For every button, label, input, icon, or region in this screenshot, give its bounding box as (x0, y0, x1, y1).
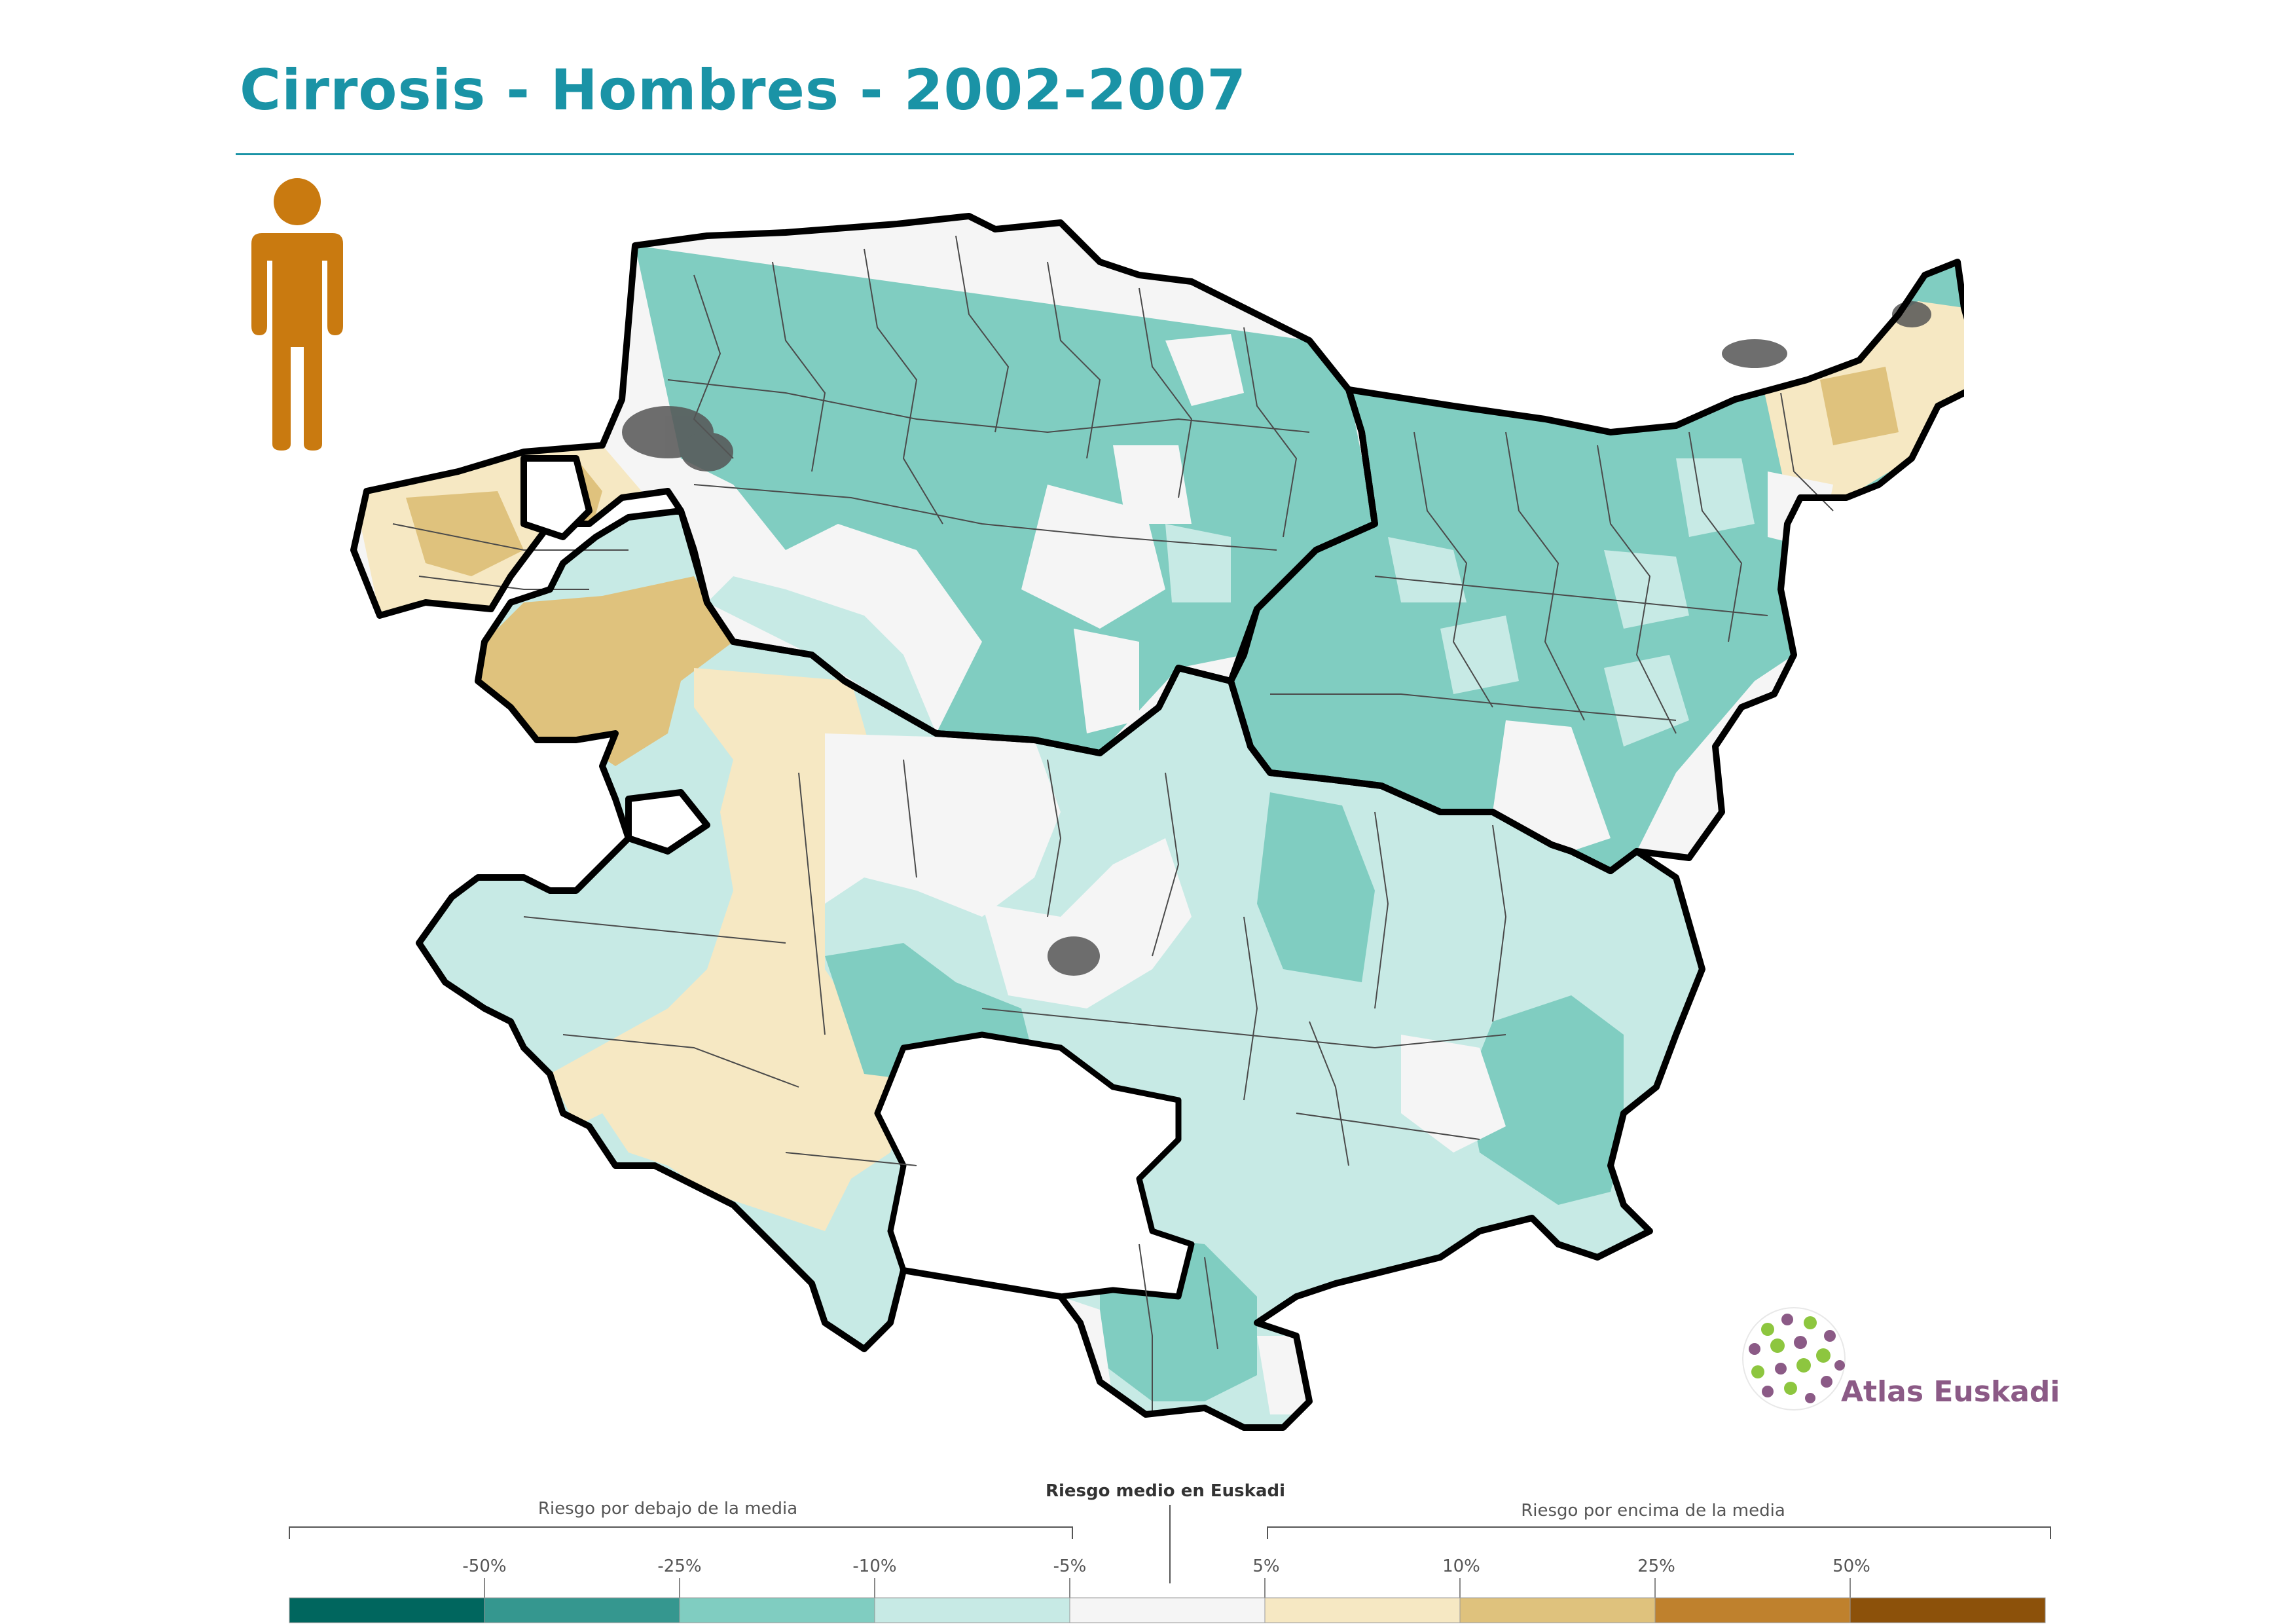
atlas-euskadi-dots-globe-icon (1742, 1307, 1846, 1411)
legend-tick-label-3: -5% (1053, 1557, 1087, 1576)
title-underline (236, 153, 1794, 155)
legend-tick-label-2: -10% (852, 1557, 896, 1576)
legend-swatch-5 (1264, 1597, 1461, 1623)
legend-swatch-1 (484, 1597, 680, 1623)
page-title: Cirrosis - Hombres - 2002-2007 (240, 58, 1247, 123)
legend-tick-label-7: 50% (1832, 1557, 1870, 1576)
legend-swatch-7 (1654, 1597, 1851, 1623)
legend-swatch-8 (1850, 1597, 2046, 1623)
brand-name: Atlas Euskadi (1841, 1375, 2060, 1409)
legend-below-label: Riesgo por debajo de la media (538, 1499, 797, 1519)
legend-above-label: Riesgo por encima de la media (1521, 1501, 1785, 1521)
euskadi-choropleth-map (350, 213, 1964, 1431)
legend-tick-label-6: 25% (1637, 1557, 1675, 1576)
legend-tick-label-4: 5% (1252, 1557, 1279, 1576)
legend-swatch-0 (289, 1597, 485, 1623)
risk-legend: Riesgo por debajo de la media Riesgo med… (289, 1481, 2051, 1623)
legend-swatch-3 (874, 1597, 1070, 1623)
legend-tick-label-0: -50% (462, 1557, 506, 1576)
legend-mean-label: Riesgo medio en Euskadi (1046, 1481, 1285, 1501)
legend-tick-label-5: 10% (1442, 1557, 1480, 1576)
legend-swatch-6 (1459, 1597, 1656, 1623)
male-person-icon (251, 178, 343, 451)
legend-swatch-2 (679, 1597, 875, 1623)
legend-tick-label-1: -25% (657, 1557, 701, 1576)
legend-swatch-4 (1069, 1597, 1266, 1623)
